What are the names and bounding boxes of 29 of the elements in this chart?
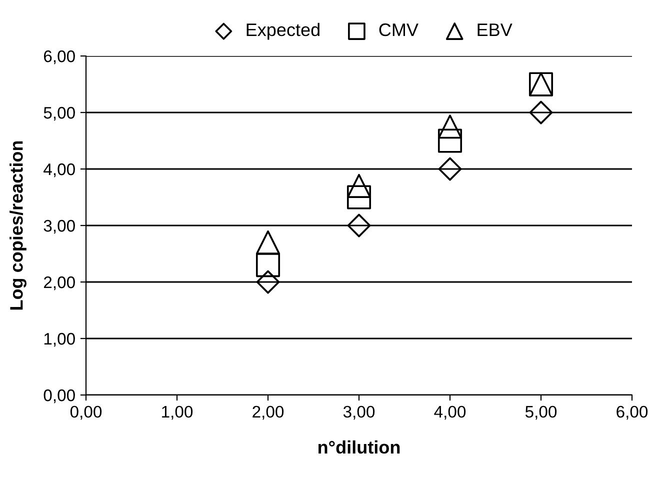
y-axis-title: Log copies/reaction — [10, 141, 26, 310]
x-axis-title: n°dilution — [318, 440, 400, 454]
point — [438, 157, 462, 181]
point — [529, 100, 553, 124]
point — [347, 214, 371, 238]
legend-label: Expected — [246, 22, 320, 40]
y-tick-label: 2,00 — [44, 276, 75, 290]
point — [438, 114, 462, 139]
legend-label: EBV — [478, 24, 512, 36]
y-tick-label: 6,00 — [44, 50, 75, 64]
x-tick-label: 0,00 — [70, 406, 102, 420]
legend-label: CMV — [379, 23, 418, 36]
y-tick-label: 0,00 — [44, 389, 75, 404]
point — [438, 128, 462, 153]
point — [256, 270, 280, 294]
y-tick-label: 5,00 — [44, 106, 75, 121]
x-tick-label: 6,00 — [616, 406, 648, 420]
y-tick-label: 1,00 — [44, 332, 75, 347]
point — [256, 253, 280, 278]
x-tick-label: 3,00 — [343, 406, 375, 420]
x-tick-label: 4,00 — [434, 406, 466, 420]
point — [346, 174, 372, 198]
x-tick-label: 1,00 — [162, 406, 193, 420]
y-tick-label: 4,00 — [44, 163, 75, 178]
x-tick-label: 5,00 — [525, 406, 557, 420]
x-tick-label: 2,00 — [252, 406, 284, 420]
point — [256, 230, 280, 254]
y-tick-label: 3,00 — [44, 220, 75, 234]
point — [346, 185, 372, 210]
